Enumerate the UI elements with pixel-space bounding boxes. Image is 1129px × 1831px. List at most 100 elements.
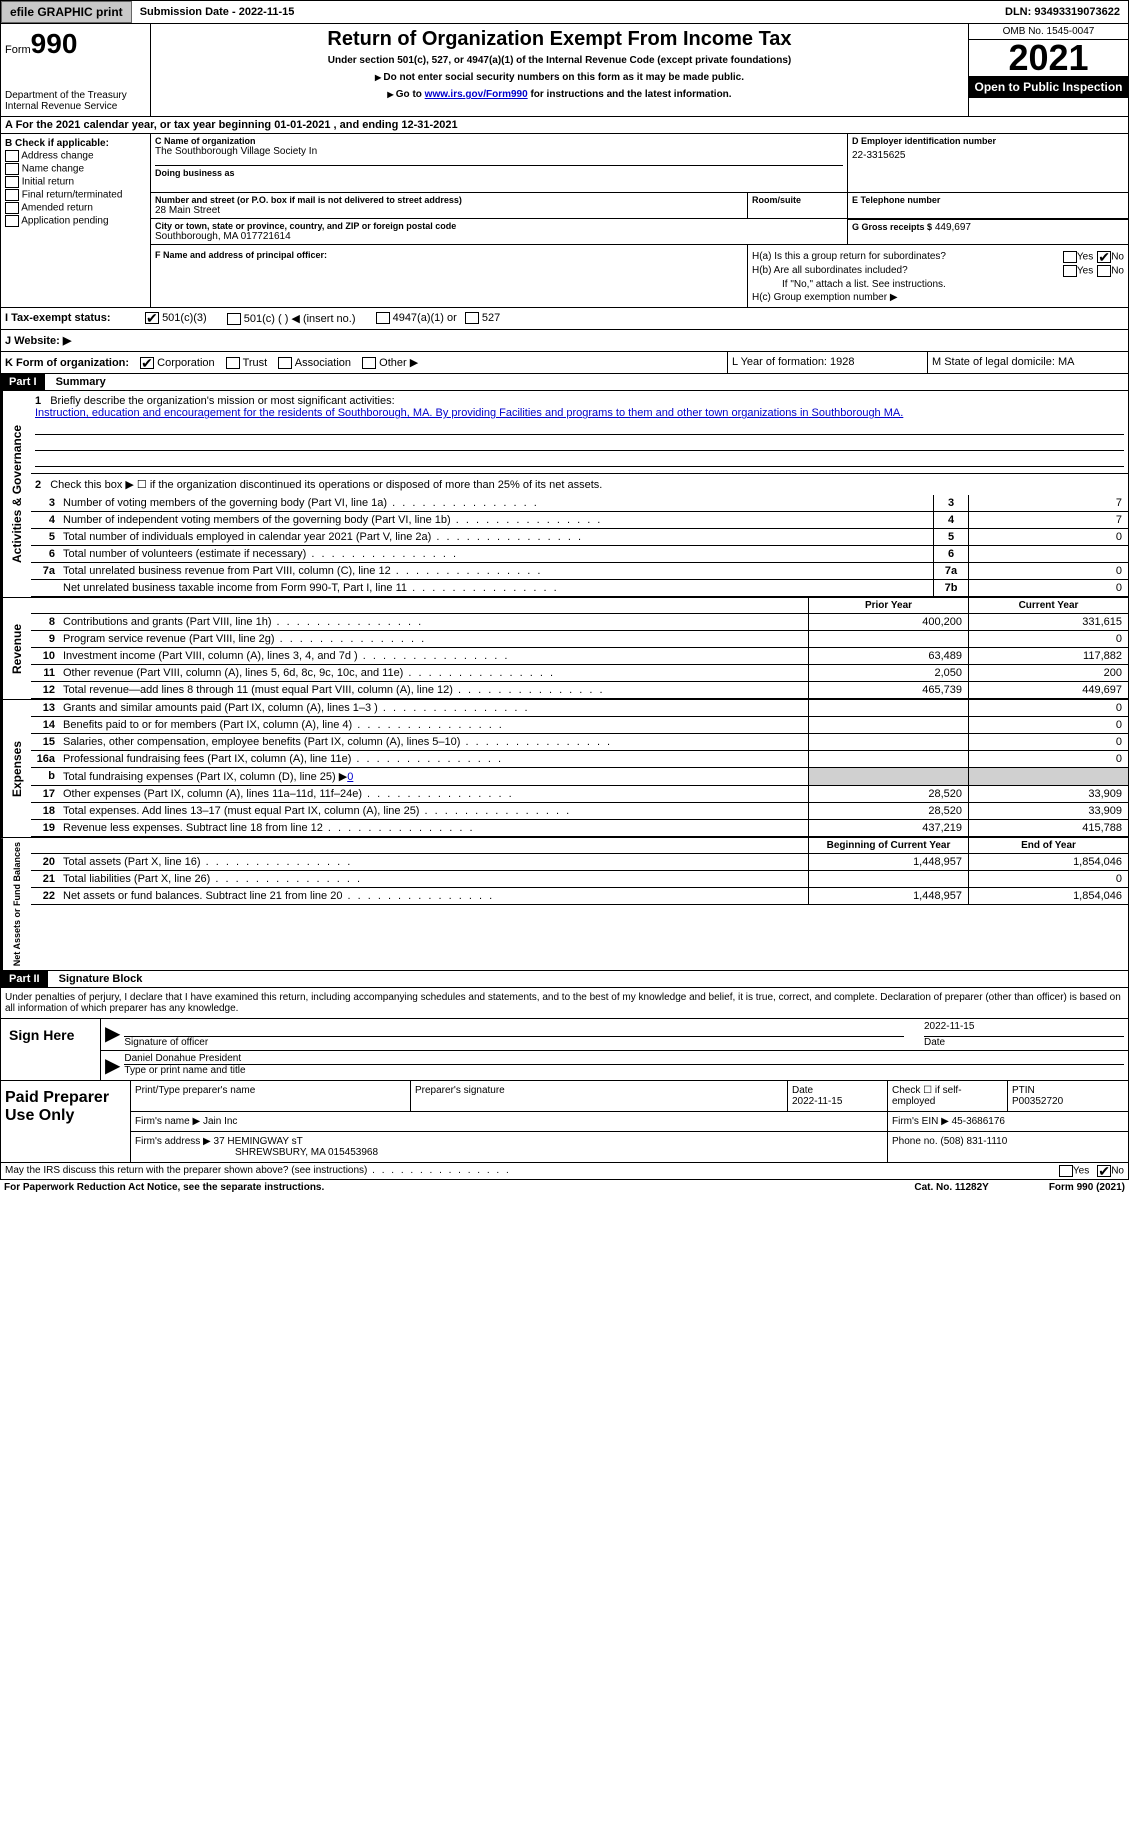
addr-value: 28 Main Street [155,205,743,216]
hb-yes[interactable]: Yes [1063,265,1093,277]
cb-527[interactable]: 527 [465,312,500,325]
paperwork-notice: For Paperwork Reduction Act Notice, see … [4,1182,324,1193]
firm-name-label: Firm's name ▶ [135,1116,200,1127]
sign-here-label: Sign Here [1,1019,101,1080]
receipts-label: G Gross receipts $ [852,222,932,232]
ptin-label: PTIN [1012,1085,1124,1096]
part2-bar: Part II Signature Block [0,971,1129,988]
data-line: 14Benefits paid to or for members (Part … [31,717,1128,734]
data-line: 19Revenue less expenses. Subtract line 1… [31,820,1128,837]
efile-print-button[interactable]: efile GRAPHIC print [1,1,132,23]
ha-no[interactable]: No [1097,251,1124,263]
data-line: 9Program service revenue (Part VIII, lin… [31,631,1128,648]
ha-yes[interactable]: Yes [1063,251,1093,263]
hb-note: If "No," attach a list. See instructions… [782,279,1124,290]
perjury-text: Under penalties of perjury, I declare th… [1,988,1128,1018]
data-line: 17Other expenses (Part IX, column (A), l… [31,786,1128,803]
self-employed-check[interactable]: Check ☐ if self-employed [888,1081,1008,1111]
org-name-label: C Name of organization [155,136,843,146]
header-center: Return of Organization Exempt From Incom… [151,24,968,116]
prep-date: 2022-11-15 [792,1096,883,1107]
col-b-header: B Check if applicable: [5,138,146,149]
dept-treasury: Department of the Treasury [5,90,146,101]
j-label: J Website: ▶ [5,334,71,347]
expenses-section: Expenses 13Grants and similar amounts pa… [0,700,1129,838]
cb-assoc[interactable]: Association [278,357,351,369]
cb-name-change[interactable]: Name change [5,163,146,175]
data-line: 22Net assets or fund balances. Subtract … [31,888,1128,905]
irs-link[interactable]: www.irs.gov/Form990 [425,89,528,100]
hb-label: H(b) Are all subordinates included? [752,265,1063,277]
firm-addr-label: Firm's address ▶ [135,1136,211,1147]
activities-section: Activities & Governance 1 Briefly descri… [0,391,1129,598]
cb-amended-return[interactable]: Amended return [5,202,146,214]
prep-date-label: Date [792,1085,883,1096]
top-bar: efile GRAPHIC print Submission Date - 20… [0,0,1129,24]
paid-preparer-section: Paid Preparer Use Only Print/Type prepar… [0,1081,1129,1163]
officer-label: Type or print name and title [124,1065,1124,1076]
cb-final-return[interactable]: Final return/terminated [5,189,146,201]
discuss-yes[interactable]: Yes [1059,1165,1089,1177]
header-right: OMB No. 1545-0047 2021 Open to Public In… [968,24,1128,116]
cb-initial-return[interactable]: Initial return [5,176,146,188]
expenses-label: Expenses [1,700,31,837]
form-org-row: K Form of organization: Corporation Trus… [0,352,1129,374]
cb-address-change[interactable]: Address change [5,150,146,162]
column-b-checkboxes: B Check if applicable: Address change Na… [1,134,151,307]
cb-app-pending[interactable]: Application pending [5,215,146,227]
paid-preparer-label: Paid Preparer Use Only [1,1081,131,1162]
i-label: I Tax-exempt status: [5,312,145,325]
revenue-header: Prior Year Current Year [31,598,1128,614]
netassets-section: Net Assets or Fund Balances Beginning of… [0,838,1129,971]
mission-text: Instruction, education and encouragement… [35,407,903,419]
part1-bar: Part I Summary [0,374,1129,391]
revenue-section: Revenue Prior Year Current Year 8Contrib… [0,598,1129,700]
hc-label: H(c) Group exemption number ▶ [752,292,1124,303]
form-number: 990 [31,28,78,59]
l-year-formation: L Year of formation: 1928 [728,352,928,373]
summary-line: Net unrelated business taxable income fr… [31,580,1128,597]
cb-501c3[interactable]: 501(c)(3) [145,312,207,325]
column-c-to-g: C Name of organization The Southborough … [151,134,1128,307]
preparer-name-label: Print/Type preparer's name [131,1081,411,1111]
part2-title: Signature Block [51,971,151,987]
form-header: Form990 Department of the Treasury Inter… [0,24,1129,117]
receipts-value: 449,697 [935,222,971,233]
data-line: 16aProfessional fundraising fees (Part I… [31,751,1128,768]
discuss-no[interactable]: No [1097,1165,1124,1177]
sig-arrow-icon-2: ▶ [105,1053,120,1078]
cb-4947[interactable]: 4947(a)(1) or [376,312,457,325]
cb-other[interactable]: Other ▶ [362,357,418,369]
cb-trust[interactable]: Trust [226,357,268,369]
end-year-header: End of Year [968,838,1128,853]
date-label: Date [924,1037,1124,1048]
principal-officer: F Name and address of principal officer: [151,245,748,307]
firm-addr1: 37 HEMINGWAY sT [214,1136,303,1147]
data-line: 10Investment income (Part VIII, column (… [31,648,1128,665]
room-label: Room/suite [752,195,843,205]
ein-value: 22-3315625 [852,150,1124,161]
ha-label: H(a) Is this a group return for subordin… [752,251,1063,263]
irs-label: Internal Revenue Service [5,101,146,112]
firm-ein-label: Firm's EIN ▶ [892,1116,949,1127]
addr-label: Number and street (or P.O. box if mail i… [155,195,743,205]
summary-line: 3Number of voting members of the governi… [31,495,1128,512]
website-row: J Website: ▶ [0,330,1129,352]
data-line: 20Total assets (Part X, line 16)1,448,95… [31,854,1128,871]
data-line: 11Other revenue (Part VIII, column (A), … [31,665,1128,682]
note-link: Go to www.irs.gov/Form990 for instructio… [159,89,960,100]
preparer-sig-label: Preparer's signature [411,1081,788,1111]
hb-no[interactable]: No [1097,265,1124,277]
cb-corp[interactable]: Corporation [140,357,215,369]
firm-addr2: SHREWSBURY, MA 015453968 [235,1147,378,1158]
sig-date: 2022-11-15 [924,1021,1124,1037]
inspection-label: Open to Public Inspection [969,76,1128,98]
section-a-tax-year: A For the 2021 calendar year, or tax yea… [0,117,1129,134]
firm-name: Jain Inc [203,1116,237,1127]
officer-name: Daniel Donahue President [124,1053,1124,1065]
discuss-row: May the IRS discuss this return with the… [0,1163,1129,1180]
form-subtitle: Under section 501(c), 527, or 4947(a)(1)… [159,55,960,66]
cb-501c[interactable]: 501(c) ( ) ◀ (insert no.) [227,312,356,325]
identity-grid: B Check if applicable: Address change Na… [0,134,1129,308]
form-label: Form [5,44,31,56]
